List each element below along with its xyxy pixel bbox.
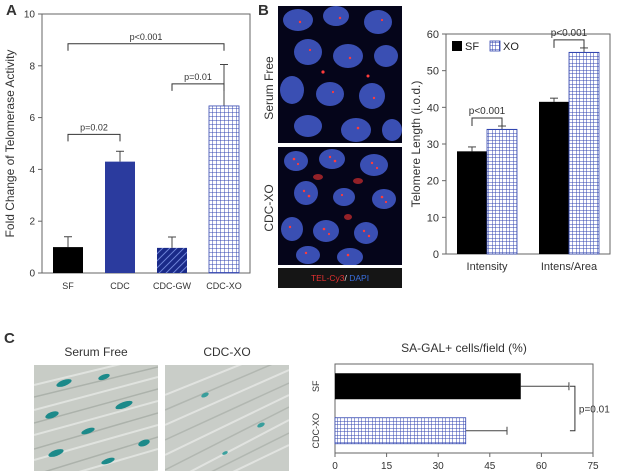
chart-a-xlabel-cdc: CDC xyxy=(110,281,130,291)
chart-a-bar-cdc-xo xyxy=(208,105,240,274)
chart-c-annotation: p=0.01 xyxy=(579,405,610,416)
chart-a-ylabel: Fold Change of Telomerase Activity xyxy=(3,50,17,238)
chart-a-ytick-label: 6 xyxy=(29,113,35,124)
chart-b-xlabel-intens-area: Intens/Area xyxy=(541,261,598,273)
chart-a-xlabel-sf: SF xyxy=(62,281,74,291)
chart-a-bracket xyxy=(67,43,225,51)
chart-a-ytick-label: 10 xyxy=(24,10,36,21)
chart-c-xtick-label: 75 xyxy=(587,461,599,472)
stain-legend: TEL-Cy3/ DAPI xyxy=(278,268,402,288)
chart-b-legend-swatch-sf xyxy=(452,41,462,51)
chart-a-ytick-label: 0 xyxy=(29,269,35,280)
chart-b-ytick-label: 20 xyxy=(427,176,439,188)
chart-c-xtick-label: 45 xyxy=(484,461,496,472)
cdc-xo-fluorescence-image xyxy=(278,147,402,265)
chart-b-ytick-label: 40 xyxy=(427,102,439,114)
chart-b-legend-label-xo: XO xyxy=(503,41,519,53)
chart-a-bracket xyxy=(171,83,225,91)
panel-letter-a: A xyxy=(6,2,17,19)
chart-a-annotation: p<0.001 xyxy=(130,32,163,42)
sa-gal-cdc-xo-label: CDC-XO xyxy=(203,345,251,359)
telomere-length-chart: 0 10 20 30 40 50 60 Telomere Length (i.o.d.) Int… xyxy=(409,28,611,273)
chart-b-xlabel-intensity: Intensity xyxy=(467,261,508,273)
chart-a-annotation: p=0.01 xyxy=(184,72,212,82)
chart-c-bracket xyxy=(569,385,576,432)
chart-c-ylabel-sf: SF xyxy=(311,380,321,392)
sa-gal-serum-free-label: Serum Free xyxy=(64,345,128,359)
chart-b-ytick-label: 10 xyxy=(427,212,439,224)
chart-b-ytick-label: 50 xyxy=(427,66,439,78)
chart-c-xtick-label: 30 xyxy=(433,461,445,472)
chart-a-xlabel-cdc-gw: CDC-GW xyxy=(153,281,191,291)
chart-b-ytick-label: 0 xyxy=(433,249,439,261)
chart-b-bar-sf-intensity xyxy=(457,151,487,254)
chart-b-bracket xyxy=(553,39,585,48)
cdc-xo-label: CDC-XO xyxy=(262,184,276,232)
serum-free-fluorescence-image xyxy=(278,6,402,143)
chart-a-frame xyxy=(41,13,251,274)
serum-free-label: Serum Free xyxy=(262,56,276,120)
chart-a-ytick-label: 4 xyxy=(29,165,35,176)
stain-label-dapi: DAPI xyxy=(349,273,370,283)
chart-c-xtick-label: 0 xyxy=(332,461,338,472)
chart-b-annotation: p<0.001 xyxy=(551,28,588,39)
chart-b-bar-xo-intens-area xyxy=(568,51,600,255)
chart-a-bar-cdc-gw xyxy=(157,247,187,273)
chart-c-frame xyxy=(334,363,594,454)
chart-a-ytick-label: 8 xyxy=(29,61,35,72)
telomerase-activity-chart: 0 2 4 6 8 10 Fold Change of Telomerase Activit… xyxy=(3,10,251,291)
sa-gal-serum-free-image xyxy=(34,365,158,471)
chart-a-xlabel-cdc-xo: CDC-XO xyxy=(206,281,242,291)
chart-c-bar-sf xyxy=(335,373,521,400)
chart-a-bar-sf xyxy=(53,247,83,273)
panel-letter-c: C xyxy=(4,330,15,347)
chart-b-bracket xyxy=(471,117,503,127)
chart-b-annotation: p<0.001 xyxy=(469,106,506,117)
chart-a-bracket xyxy=(67,133,121,142)
chart-c-xtick-label: 15 xyxy=(381,461,393,472)
sa-gal-cdc-xo-image xyxy=(165,365,289,471)
chart-c-title: SA-GAL+ cells/field (%) xyxy=(401,341,527,355)
chart-b-ytick-label: 60 xyxy=(427,29,439,41)
chart-b-legend-swatch-xo xyxy=(489,40,501,52)
sa-gal-chart: SA-GAL+ cells/field (%) 0 15 30 45 60 75 SF CDC-… xyxy=(311,341,610,472)
chart-b-ytick-label: 30 xyxy=(427,139,439,151)
stain-label-separator: / xyxy=(344,273,350,283)
chart-a-ytick-label: 2 xyxy=(29,217,35,228)
chart-a-bar-cdc xyxy=(105,161,135,273)
chart-b-bar-sf-intens-area xyxy=(539,101,569,254)
chart-b-bar-xo-intensity xyxy=(486,128,518,255)
chart-b-legend-label-sf: SF xyxy=(465,41,479,53)
stain-label-tel-cy3: TEL-Cy3 xyxy=(310,273,345,283)
chart-c-ylabel-cdc-xo: CDC-XO xyxy=(311,413,321,449)
chart-b-ylabel: Telomere Length (i.o.d.) xyxy=(409,81,423,208)
chart-a-annotation: p=0.02 xyxy=(80,122,108,132)
chart-c-bar-cdc-xo xyxy=(334,417,467,445)
panel-letter-b: B xyxy=(258,2,269,19)
chart-c-xtick-label: 60 xyxy=(536,461,548,472)
